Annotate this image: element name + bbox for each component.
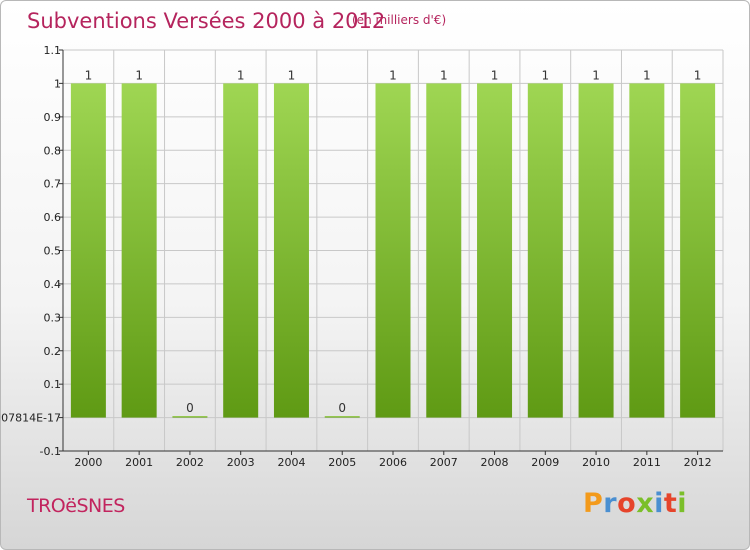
data-label-2010: 1	[592, 68, 600, 82]
labels: -0.1 307814E-17 0.1 0.2 0.3 0.4 0.5 0.6 0.7 0.8 0.…	[1, 44, 712, 469]
x-tick-label-2009: 2009	[531, 456, 559, 469]
x-tick-label-2005: 2005	[328, 456, 356, 469]
data-label-2005: 0	[338, 401, 346, 415]
bar-2003	[223, 83, 259, 418]
bar-2006	[375, 83, 411, 418]
logo-letter: o	[617, 488, 637, 519]
bar-2008	[477, 83, 513, 418]
y-tick-label: 0.7	[44, 178, 62, 191]
data-label-2004: 1	[288, 68, 296, 82]
x-tick-label-2000: 2000	[74, 456, 102, 469]
data-label-2012: 1	[694, 68, 702, 82]
x-tick-label-2003: 2003	[227, 456, 255, 469]
data-label-2002: 0	[186, 401, 194, 415]
x-tick-label-2001: 2001	[125, 456, 153, 469]
y-tick-label: 0.2	[44, 345, 62, 358]
logo-letter: P	[583, 488, 604, 519]
bar-2009	[527, 83, 563, 418]
bar-2011	[629, 83, 665, 418]
bar-2010	[578, 83, 614, 418]
chart-unit: (en milliers d'€)	[352, 13, 447, 27]
x-tick-label-2010: 2010	[582, 456, 610, 469]
commune-name: TROëSNES	[27, 495, 125, 517]
data-label-2008: 1	[491, 68, 499, 82]
x-tick-label-2007: 2007	[430, 456, 458, 469]
y-tick-label: 0.8	[44, 144, 62, 157]
y-tick-label: 1	[54, 77, 61, 90]
y-tick-label: 0.6	[44, 211, 62, 224]
data-label-2009: 1	[541, 68, 549, 82]
y-tick-label: 0.1	[44, 378, 62, 391]
bar-2002	[172, 416, 208, 418]
bar-2005	[324, 416, 360, 418]
data-label-2006: 1	[389, 68, 397, 82]
y-tick-label: -0.1	[40, 445, 61, 458]
data-label-2001: 1	[135, 68, 143, 82]
data-label-2011: 1	[643, 68, 651, 82]
y-tick-label: 0.5	[44, 245, 62, 258]
x-tick-label-2008: 2008	[481, 456, 509, 469]
chart-title: Subventions Versées 2000 à 2012	[27, 9, 386, 33]
y-tick-label: 0.3	[44, 311, 62, 324]
bar-2012	[680, 83, 716, 418]
bar-2004	[273, 83, 309, 418]
logo-letter: x	[636, 488, 655, 519]
data-label-2003: 1	[237, 68, 245, 82]
logo-letter: i	[654, 488, 664, 519]
bar-2000	[70, 83, 106, 418]
bar-2007	[426, 83, 462, 418]
x-tick-label-2012: 2012	[684, 456, 712, 469]
x-tick-label-2002: 2002	[176, 456, 204, 469]
logo-letter: t	[663, 488, 678, 519]
logo-letter: r	[603, 488, 618, 519]
data-label-2007: 1	[440, 68, 448, 82]
y-tick-label: 1.1	[44, 44, 62, 57]
x-tick-label-2006: 2006	[379, 456, 407, 469]
axes	[59, 49, 723, 455]
x-tick-label-2011: 2011	[633, 456, 661, 469]
y-tick-label: 307814E-17	[1, 412, 61, 425]
proxiti-logo: Proxiti	[583, 488, 687, 519]
y-tick-label: 0.4	[44, 278, 62, 291]
y-tick-label: 0.9	[44, 111, 62, 124]
x-tick-label-2004: 2004	[277, 456, 305, 469]
bar-2001	[121, 83, 157, 418]
data-label-2000: 1	[85, 68, 93, 82]
bars	[70, 83, 716, 418]
logo-letter: i	[677, 488, 688, 519]
